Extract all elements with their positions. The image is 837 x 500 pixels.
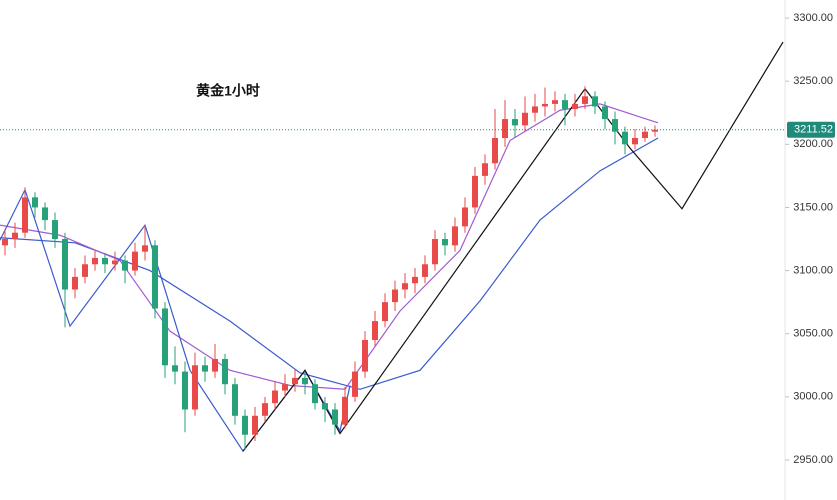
- candle-body: [242, 415, 248, 435]
- last-price-label: 3211.52: [794, 124, 833, 136]
- candle-body: [432, 239, 438, 265]
- candle-body: [232, 384, 238, 416]
- candle-body: [132, 251, 138, 271]
- candle-body: [472, 175, 478, 208]
- candle-body: [32, 197, 38, 208]
- candle-body: [602, 106, 608, 120]
- candle-body: [442, 239, 448, 246]
- candle-body: [102, 257, 108, 265]
- candle-body: [372, 321, 378, 341]
- candle-body: [352, 371, 358, 397]
- candle-body: [72, 276, 78, 290]
- candle-body: [622, 131, 628, 145]
- y-tick-label: 3200.00: [793, 138, 833, 150]
- candle-body: [302, 377, 308, 385]
- candle-body: [52, 220, 58, 240]
- candle-body: [262, 403, 268, 416]
- candle-body: [282, 384, 288, 391]
- line: [0, 137, 659, 390]
- candle-body: [492, 138, 498, 164]
- last-price-box: [787, 121, 835, 138]
- candle-body: [422, 264, 428, 277]
- candle-body: [42, 207, 48, 221]
- candle-body: [392, 289, 398, 303]
- line: [0, 188, 351, 453]
- candle-body: [122, 260, 128, 271]
- candle-body: [62, 239, 68, 290]
- candle-body: [292, 377, 298, 385]
- candle-body: [562, 100, 568, 109]
- candle-body: [92, 257, 98, 265]
- candle-body: [202, 365, 208, 372]
- candle-body: [572, 103, 578, 109]
- line: [242, 41, 784, 452]
- candle-body: [342, 396, 348, 425]
- candle-body: [322, 403, 328, 410]
- candle-body: [642, 131, 648, 139]
- candle-body: [212, 358, 218, 372]
- candle-body: [172, 365, 178, 372]
- candle-body: [82, 264, 88, 277]
- candle-body: [512, 119, 518, 126]
- y-tick-label: 3250.00: [793, 75, 833, 87]
- candle-body: [452, 226, 458, 246]
- candle-body: [112, 260, 118, 265]
- candle-body: [402, 283, 408, 290]
- candle-body: [22, 197, 28, 233]
- y-tick-label: 3150.00: [793, 201, 833, 213]
- candle-body: [12, 232, 18, 240]
- candle-body: [652, 129, 658, 132]
- candle-body: [152, 245, 158, 309]
- y-tick-label: 3300.00: [793, 12, 833, 24]
- candle-body: [192, 365, 198, 410]
- y-tick-label: 2950.00: [793, 454, 833, 466]
- candle-body: [162, 308, 168, 366]
- candle-body: [462, 207, 468, 227]
- candle-body: [332, 409, 338, 425]
- candle-body: [592, 96, 598, 107]
- candle-body: [182, 371, 188, 410]
- candle-body: [482, 163, 488, 176]
- y-tick-label: 3000.00: [793, 391, 833, 403]
- y-tick-label: 3050.00: [793, 328, 833, 340]
- candle-body: [382, 302, 388, 322]
- candle-body: [552, 100, 558, 104]
- chart-title: 黄金1小时: [196, 83, 260, 99]
- candle-body: [222, 358, 228, 385]
- candle-body: [252, 415, 258, 435]
- candle-body: [582, 96, 588, 104]
- line: [0, 103, 659, 390]
- candle-body: [532, 106, 538, 113]
- candle-body: [2, 239, 8, 246]
- candle-body: [412, 276, 418, 284]
- candle-body: [312, 384, 318, 404]
- candle-body: [362, 340, 368, 372]
- candle-body: [502, 119, 508, 139]
- candle-body: [272, 390, 278, 404]
- candle-body: [142, 245, 148, 252]
- candle-body: [612, 119, 618, 132]
- candle-body: [542, 103, 548, 107]
- candle-body: [522, 112, 528, 126]
- candle-body: [632, 138, 638, 145]
- y-tick-label: 3100.00: [793, 264, 833, 276]
